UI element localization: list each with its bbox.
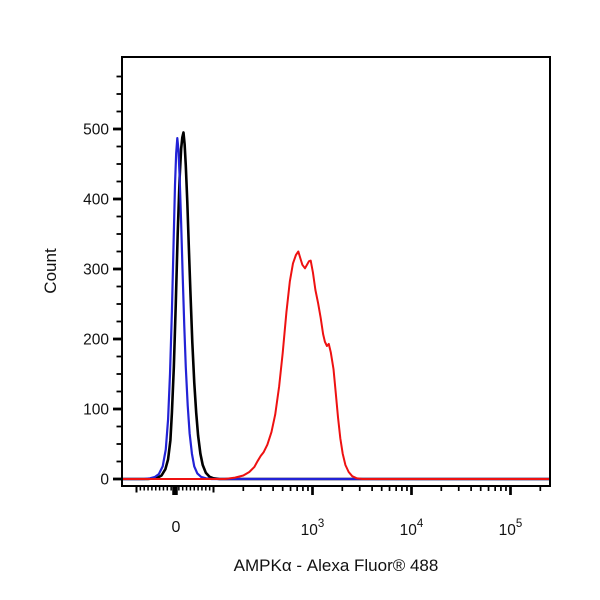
plot-frame (121, 56, 551, 487)
x-tick-label-power: 103 (301, 518, 325, 539)
x-tick-label-power: 104 (400, 518, 424, 539)
y-tick-label: 0 (100, 472, 109, 489)
series-curve-blue-control (121, 137, 551, 481)
y-tick-label: 500 (83, 122, 109, 139)
x-tick-label: 0 (172, 519, 181, 536)
y-tick-label: 100 (83, 402, 109, 419)
x-axis-title: AMPKα - Alexa Fluor® 488 (233, 556, 439, 575)
y-tick-label: 300 (83, 262, 109, 279)
series-curve-red-stained (121, 250, 551, 480)
series-curve-black-control (121, 131, 551, 481)
y-tick-label: 400 (83, 192, 109, 209)
y-axis-title: Count (41, 248, 60, 294)
y-tick-label: 200 (83, 332, 109, 349)
x-tick-label-power: 105 (499, 518, 523, 539)
